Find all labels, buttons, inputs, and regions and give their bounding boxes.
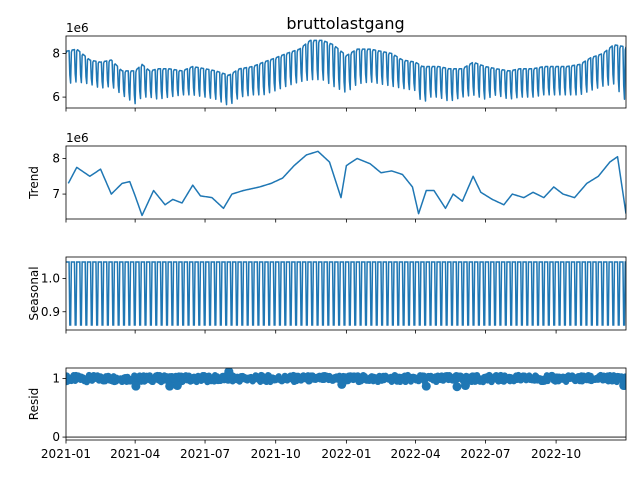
y-tick-label: 1.0 [41,272,60,286]
resid-outlier-point [172,381,182,391]
panel-resid: 0 1 Resid 2021-01 2021-04 2021-07 2021-10 2022-… [27,367,627,461]
observed-series-line [66,39,626,106]
x-tick-label: 2021-01 [41,447,91,461]
resid-outlier-point [131,381,141,391]
resid-plot-area [66,368,626,438]
panel-trend: 7 8 1e6 Trend [27,131,627,223]
trend-series-line [67,150,626,217]
y-tick-label: 7 [52,187,60,201]
x-tick-label: 2022-10 [531,447,581,461]
x-tick-label: 2022-07 [460,447,510,461]
y-tick-label: 6 [52,90,60,104]
resid-outlier-point [421,381,431,391]
y-tick-label: 0.9 [41,305,60,319]
panel-observed: 6 8 1e6 [52,21,627,112]
x-tick-label: 2021-04 [110,447,160,461]
trend-plot-area [67,150,626,217]
resid-outlier-point [619,381,626,391]
resid-point [622,376,626,383]
y-tick-label: 8 [52,151,60,165]
resid-outlier-point [460,381,470,391]
seasonal-plot-area [66,261,626,326]
resid-markers [66,368,626,392]
x-tick-label: 2022-04 [390,447,440,461]
trend-axes-frame [65,145,627,220]
figure-title: bruttolastgang [286,14,404,33]
x-tick-label: 2021-07 [180,447,230,461]
seasonal-series-line [66,261,626,326]
y-tick-label: 8 [52,46,60,60]
observed-plot-area [66,39,626,106]
resid-outlier-point [224,368,234,377]
y-tick-label: 1 [52,372,60,386]
resid-outlier-point [337,379,347,389]
y-tick-label: 0 [52,430,60,444]
x-tick-label: 2022-01 [321,447,371,461]
seasonal-y-axis-label: Seasonal [27,266,41,320]
x-tick-label: 2021-10 [251,447,301,461]
trend-y-axis-label: Trend [27,166,41,200]
y-offset-label: 1e6 [66,131,89,145]
resid-outlier-point [452,382,462,392]
resid-y-axis-label: Resid [27,388,41,420]
y-offset-label: 1e6 [66,21,89,35]
resid-point [402,378,409,386]
resid-outlier-point [165,381,175,391]
